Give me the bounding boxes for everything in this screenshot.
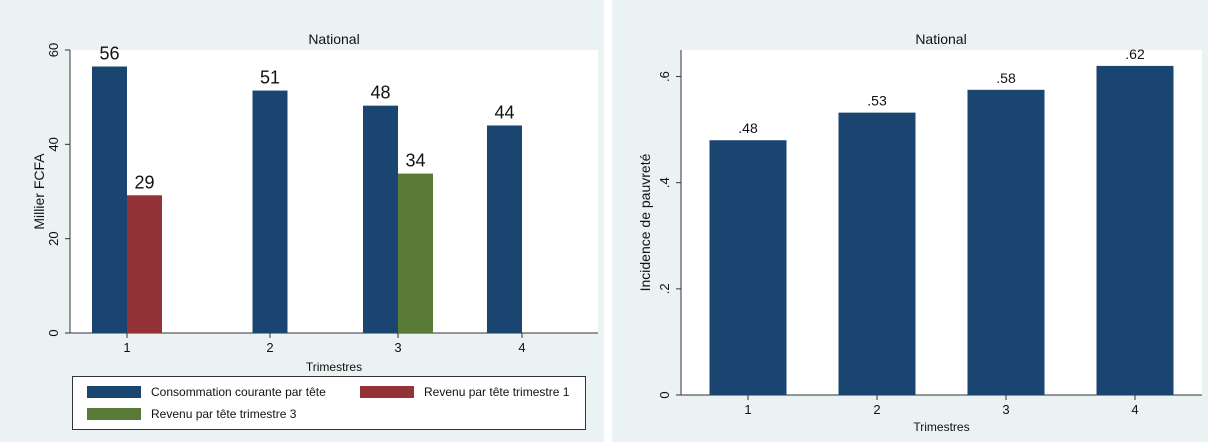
x-axis-label: Trimestres xyxy=(913,420,969,434)
bar xyxy=(1096,65,1174,395)
y-tick-label: .6 xyxy=(657,71,672,82)
x-tick-label: 3 xyxy=(394,340,401,355)
legend-swatch-maroon xyxy=(360,386,414,398)
bar xyxy=(363,105,398,333)
bar-value-label: 29 xyxy=(134,172,154,192)
y-axis-label: Incidence de pauvreté xyxy=(637,153,653,291)
bar-value-label: .48 xyxy=(738,120,758,136)
x-axis-label: Trimestres xyxy=(306,360,362,374)
y-axis-label: Millier FCFA xyxy=(31,153,47,230)
x-tick-label: 4 xyxy=(1131,402,1138,417)
y-tick-label: 0 xyxy=(46,329,61,336)
y-tick-label: 20 xyxy=(46,231,61,245)
bar xyxy=(127,195,162,333)
y-tick-label: .4 xyxy=(657,177,672,188)
bar xyxy=(967,89,1045,396)
x-tick-label: 1 xyxy=(123,340,130,355)
legend-item-consommation: Consommation courante par tête xyxy=(87,385,326,399)
legend-label: Revenu par tête trimestre 1 xyxy=(424,385,570,399)
bar-value-label: .58 xyxy=(996,70,1016,86)
x-tick-label: 2 xyxy=(266,340,273,355)
legend-item-revenu-t3: Revenu par tête trimestre 3 xyxy=(87,407,296,421)
bar-value-label: 48 xyxy=(370,83,390,103)
bar xyxy=(709,140,787,395)
bar-value-label: 44 xyxy=(494,102,514,122)
y-tick-label: 40 xyxy=(46,137,61,151)
legend-swatch-green xyxy=(87,408,141,420)
bar-value-label: 51 xyxy=(260,68,280,88)
y-tick-label: 0 xyxy=(657,391,672,398)
bar xyxy=(398,173,433,333)
legend-swatch-navy xyxy=(87,386,141,398)
chart-title: National xyxy=(308,31,359,47)
bar xyxy=(252,90,288,334)
y-tick-label: 60 xyxy=(46,43,61,57)
x-tick-label: 1 xyxy=(744,402,751,417)
chart-title: National xyxy=(915,31,966,47)
bar xyxy=(838,112,916,395)
bar-value-label: .62 xyxy=(1125,46,1145,62)
bar-value-label: .53 xyxy=(867,93,887,109)
legend-label: Revenu par tête trimestre 3 xyxy=(151,407,297,421)
x-tick-label: 2 xyxy=(873,402,880,417)
bar xyxy=(92,66,127,333)
y-tick-label: .2 xyxy=(657,283,672,294)
legend-item-revenu-t1: Revenu par tête trimestre 1 xyxy=(360,385,569,399)
bar-value-label: 34 xyxy=(405,151,425,171)
bar xyxy=(487,125,522,333)
x-tick-label: 4 xyxy=(518,340,525,355)
x-tick-label: 3 xyxy=(1002,402,1009,417)
bar-value-label: 56 xyxy=(99,44,119,64)
chart-legend: Consommation courante par tête Revenu pa… xyxy=(72,376,586,430)
legend-label: Consommation courante par tête xyxy=(151,385,326,399)
